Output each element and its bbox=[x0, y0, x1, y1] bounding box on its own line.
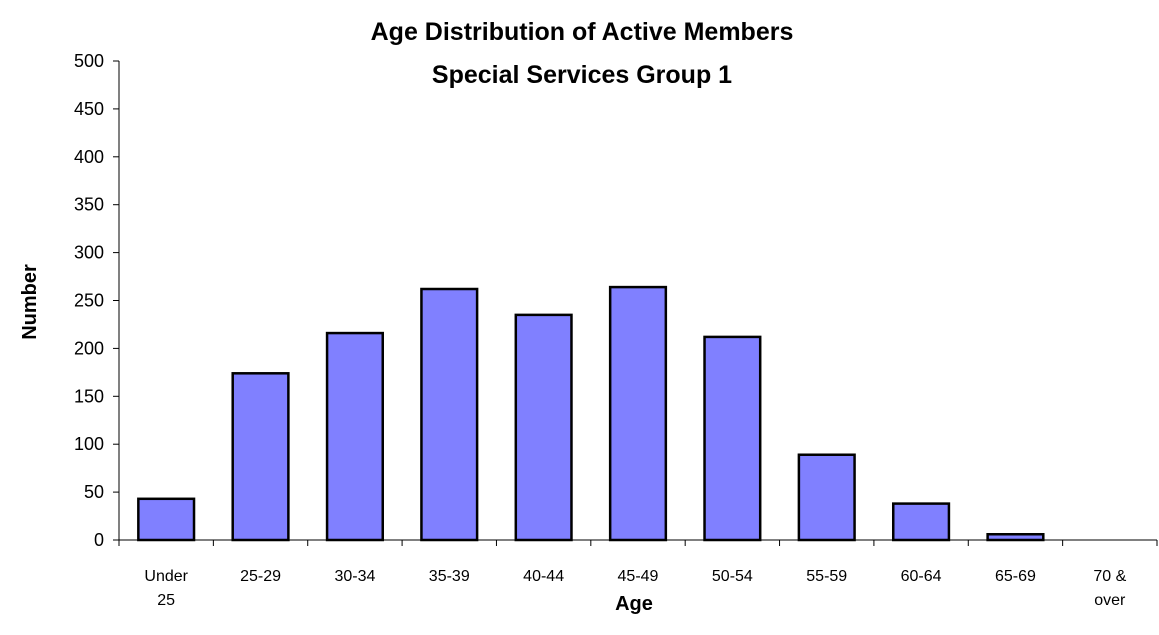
y-tick-label: 100 bbox=[74, 434, 104, 454]
bar-45-49 bbox=[608, 285, 668, 542]
bar-50-54 bbox=[703, 335, 762, 542]
y-tick-label: 500 bbox=[74, 51, 104, 71]
y-tick-label: 0 bbox=[94, 530, 104, 550]
bar-30-34 bbox=[325, 331, 384, 542]
y-axis-title: Number bbox=[19, 264, 41, 340]
y-tick-label: 300 bbox=[74, 243, 104, 263]
bar-under-25 bbox=[137, 497, 196, 542]
bar-35-39 bbox=[420, 287, 479, 542]
bar-25-29 bbox=[231, 372, 290, 542]
chart-title: Age Distribution of Active Members bbox=[371, 18, 794, 46]
x-tick-label: 70 & bbox=[1093, 568, 1126, 585]
x-tick-label: Under bbox=[144, 568, 188, 585]
y-tick-label: 350 bbox=[74, 195, 104, 215]
x-tick-label: 45-49 bbox=[618, 568, 659, 585]
x-tick-label: 35-39 bbox=[429, 568, 470, 585]
x-tick-label: 50-54 bbox=[712, 568, 753, 585]
y-tick-label: 450 bbox=[74, 99, 104, 119]
x-tick-label: 25-29 bbox=[240, 568, 281, 585]
x-tick-label: 40-44 bbox=[523, 568, 564, 585]
bar-40-44 bbox=[514, 313, 573, 542]
y-tick-label: 50 bbox=[84, 482, 104, 502]
x-axis-title: Age bbox=[615, 593, 653, 615]
x-tick-label: 55-59 bbox=[806, 568, 847, 585]
x-tick-label: 60-64 bbox=[901, 568, 942, 585]
x-tick-label: 25 bbox=[157, 592, 175, 609]
y-tick-label: 200 bbox=[74, 338, 104, 358]
x-tick-label: 30-34 bbox=[334, 568, 375, 585]
bar-60-64 bbox=[892, 502, 951, 542]
x-tick-label: 65-69 bbox=[995, 568, 1036, 585]
y-tick-label: 250 bbox=[74, 291, 104, 311]
chart-subtitle: Special Services Group 1 bbox=[432, 61, 732, 89]
plot-area: 0 50 100 150 200 250 300 350 400 450 500 Under 25 25-… bbox=[74, 51, 1158, 609]
x-tick-label: over bbox=[1094, 592, 1126, 609]
bar-65-69 bbox=[986, 533, 1045, 542]
y-tick-label: 400 bbox=[74, 147, 104, 167]
bar-55-59 bbox=[797, 453, 856, 542]
y-tick-label: 150 bbox=[74, 386, 104, 406]
